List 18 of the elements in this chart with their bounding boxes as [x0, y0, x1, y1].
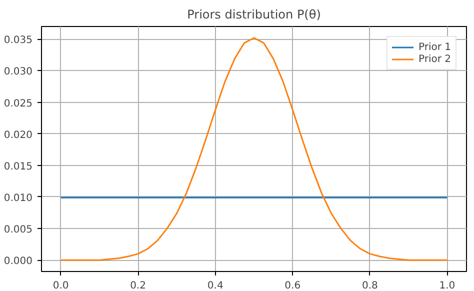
y-tick-label: 0.005: [4, 224, 33, 236]
y-tick-label: 0.010: [4, 192, 33, 204]
x-tick-label: 1.0: [439, 280, 456, 291]
x-tick-label: 0.2: [130, 280, 146, 291]
y-tick-label: 0.000: [4, 256, 33, 268]
legend-label: Prior 1: [418, 41, 451, 53]
y-tick-label: 0.035: [4, 35, 33, 46]
x-tick-label: 0.4: [207, 280, 224, 291]
y-tick-label: 0.020: [4, 130, 33, 141]
line-series: [60, 37, 448, 261]
x-tick-label: 0.6: [284, 280, 301, 291]
x-tick-label: 0.8: [362, 280, 378, 291]
y-tick-label: 0.025: [4, 98, 33, 110]
y-tick-label: 0.015: [4, 161, 33, 172]
chart-title: Priors distribution P(θ): [187, 8, 321, 22]
x-tick-label: 0.0: [52, 280, 69, 291]
y-tick-label: 0.030: [4, 66, 33, 78]
legend-label: Prior 2: [418, 53, 451, 65]
